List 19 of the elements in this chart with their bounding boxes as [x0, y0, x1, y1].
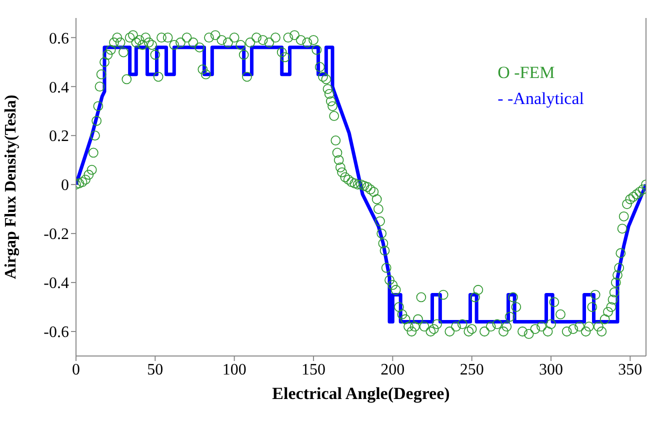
x-axis-title: Electrical Angle(Degree) — [272, 384, 450, 403]
y-tick-label: -0.2 — [44, 226, 69, 244]
x-tick-label: 250 — [460, 361, 484, 378]
y-tick-label: 0 — [61, 177, 69, 194]
text: - -Analytical — [498, 89, 584, 109]
y-tick-label: -0.6 — [44, 324, 69, 342]
y-tick-label: 0.2 — [49, 128, 69, 146]
x-tick-label: 50 — [147, 361, 164, 378]
x-tick-label: 0 — [72, 361, 80, 378]
x-tick-label: 350 — [618, 361, 642, 378]
y-axis-title: Airgap Flux Density(Tesla) — [2, 94, 20, 280]
y-tick-label: -0.4 — [44, 275, 69, 292]
x-tick-label: 200 — [380, 361, 405, 378]
x-tick-label: 150 — [302, 361, 326, 378]
y-tick-label: 0.4 — [49, 79, 69, 96]
y-tick-label: 0.6 — [49, 30, 69, 48]
x-tick-label: 100 — [222, 361, 246, 378]
x-tick-label: 300 — [539, 361, 563, 378]
text: O -FEM — [498, 63, 556, 83]
